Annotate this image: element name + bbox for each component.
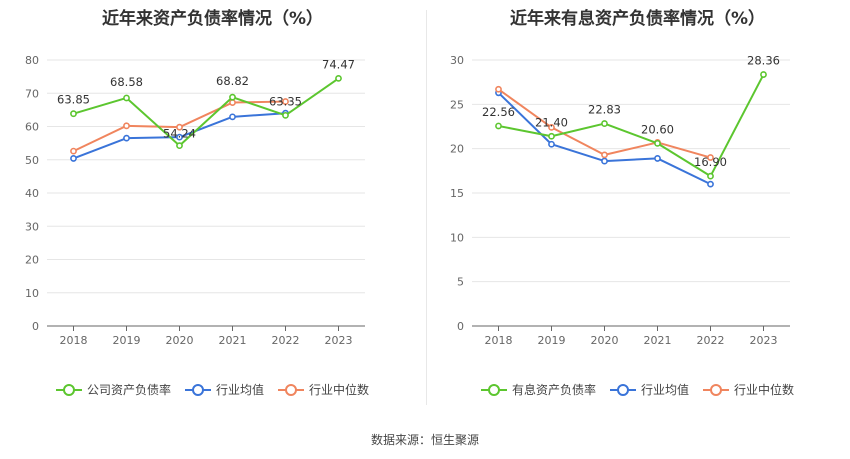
data-label: 68.82 xyxy=(216,74,249,88)
legend-line-marker-icon xyxy=(184,383,211,396)
x-tick-label: 2023 xyxy=(750,334,778,347)
y-tick-label: 30 xyxy=(450,54,464,67)
data-point[interactable] xyxy=(282,98,289,105)
y-tick-label: 70 xyxy=(25,87,39,100)
legend-item[interactable]: 公司资产负债率 xyxy=(55,381,171,398)
data-point[interactable] xyxy=(229,93,236,101)
x-tick-label: 2019 xyxy=(113,334,141,347)
data-label: 74.47 xyxy=(322,57,355,71)
data-point[interactable] xyxy=(601,157,608,165)
y-tick-label: 20 xyxy=(450,143,464,156)
data-point[interactable] xyxy=(176,123,183,131)
y-tick-label: 40 xyxy=(25,187,39,200)
data-point[interactable] xyxy=(707,180,714,188)
chart-title: 近年来资产负债率情况（%） xyxy=(101,9,324,29)
chart-title: 近年来有息资产负债率情况（%） xyxy=(509,9,766,29)
x-tick-label: 2020 xyxy=(591,334,619,347)
y-tick-label: 5 xyxy=(457,276,464,289)
data-point[interactable] xyxy=(548,123,555,131)
y-tick-label: 25 xyxy=(450,98,464,111)
data-point[interactable] xyxy=(548,140,555,148)
data-point[interactable] xyxy=(707,172,714,180)
y-tick-label: 10 xyxy=(25,287,39,300)
chart-legend: 公司资产负债率 行业均值 行业中位数 xyxy=(0,381,425,398)
series-line xyxy=(498,74,765,178)
data-label: 16.90 xyxy=(694,155,727,169)
y-tick-label: 50 xyxy=(25,154,39,167)
y-tick-label: 30 xyxy=(25,220,39,233)
panel-divider xyxy=(426,10,427,405)
y-tick-label: 20 xyxy=(25,254,39,267)
data-label: 63.35 xyxy=(269,94,302,108)
legend-item[interactable]: 有息资产负债率 xyxy=(480,381,596,398)
data-point[interactable] xyxy=(282,111,289,119)
data-label: 20.60 xyxy=(641,122,674,136)
legend-line-marker-icon xyxy=(609,383,636,396)
x-tick-label: 2019 xyxy=(538,334,566,347)
legend-label: 行业均值 xyxy=(640,383,689,397)
x-tick-label: 2021 xyxy=(644,334,672,347)
legend-line-marker-icon xyxy=(55,383,82,396)
legend-item[interactable]: 行业中位数 xyxy=(278,381,369,398)
data-source-note: 数据来源：恒生聚源 xyxy=(370,433,479,447)
data-point[interactable] xyxy=(229,99,236,106)
data-point[interactable] xyxy=(495,85,502,93)
y-tick-label: 60 xyxy=(25,121,39,134)
x-tick-label: 2018 xyxy=(485,334,513,347)
x-tick-label: 2022 xyxy=(272,334,300,347)
legend-item[interactable]: 行业均值 xyxy=(184,381,264,398)
legend-item[interactable]: 行业中位数 xyxy=(703,381,794,398)
data-label: 22.83 xyxy=(588,103,621,117)
data-point[interactable] xyxy=(70,110,77,118)
data-point[interactable] xyxy=(176,133,183,141)
line-chart-interest-bearing-debt-ratio: 0 5 10 15 20 25 30 2018 2019 2020 2021 2022 2023 22.5… xyxy=(450,54,790,347)
legend-line-marker-icon xyxy=(278,383,304,396)
left-chart-panel: 近年来资产负债率情况（%） 0 10 20 30 40 50 60 70 80 2018 2019 2… xyxy=(0,0,425,420)
legend-line-marker-icon xyxy=(480,383,507,396)
data-point[interactable] xyxy=(707,154,714,161)
data-point[interactable] xyxy=(654,155,661,162)
series-line xyxy=(73,77,340,147)
data-label: 54.24 xyxy=(163,127,196,141)
data-label: 22.56 xyxy=(482,105,515,119)
x-tick-label: 2018 xyxy=(60,334,88,347)
data-label: 68.58 xyxy=(110,75,143,89)
y-tick-label: 0 xyxy=(457,320,464,333)
data-point[interactable] xyxy=(70,147,77,155)
data-point[interactable] xyxy=(335,74,342,82)
y-tick-label: 80 xyxy=(25,54,39,67)
data-point[interactable] xyxy=(123,94,130,102)
legend-item[interactable]: 行业均值 xyxy=(609,381,689,398)
legend-label: 行业中位数 xyxy=(734,383,795,397)
data-point[interactable] xyxy=(601,120,608,127)
x-tick-label: 2023 xyxy=(325,334,353,347)
line-chart-debt-ratio: 0 10 20 30 40 50 60 70 80 2018 2019 2020 2021 2022 202… xyxy=(25,54,365,347)
legend-label: 公司资产负债率 xyxy=(86,383,171,397)
chart-legend: 有息资产负债率 行业均值 行业中位数 xyxy=(425,381,850,398)
legend-line-marker-icon xyxy=(703,383,729,396)
legend-label: 行业均值 xyxy=(215,383,264,397)
data-label: 63.85 xyxy=(57,93,90,107)
data-label: 28.36 xyxy=(747,54,780,68)
right-chart-panel: 近年来有息资产负债率情况（%） 0 5 10 15 20 25 30 2018 2019 2020… xyxy=(425,0,850,420)
data-point[interactable] xyxy=(548,132,555,140)
data-point[interactable] xyxy=(495,122,502,130)
x-tick-label: 2022 xyxy=(697,334,725,347)
data-point[interactable] xyxy=(760,71,767,78)
data-point[interactable] xyxy=(229,113,236,121)
legend-label: 有息资产负债率 xyxy=(511,383,596,397)
data-point[interactable] xyxy=(601,151,608,159)
y-tick-label: 0 xyxy=(32,320,39,333)
x-tick-label: 2021 xyxy=(219,334,247,347)
legend-label: 行业中位数 xyxy=(309,383,370,397)
data-point[interactable] xyxy=(123,134,130,142)
data-point[interactable] xyxy=(176,142,183,150)
y-tick-label: 10 xyxy=(450,231,464,244)
x-tick-label: 2020 xyxy=(166,334,194,347)
y-tick-label: 15 xyxy=(450,187,464,200)
data-point[interactable] xyxy=(70,155,77,162)
data-point[interactable] xyxy=(123,122,130,130)
data-label: 21.40 xyxy=(535,115,568,129)
data-point[interactable] xyxy=(654,139,661,147)
